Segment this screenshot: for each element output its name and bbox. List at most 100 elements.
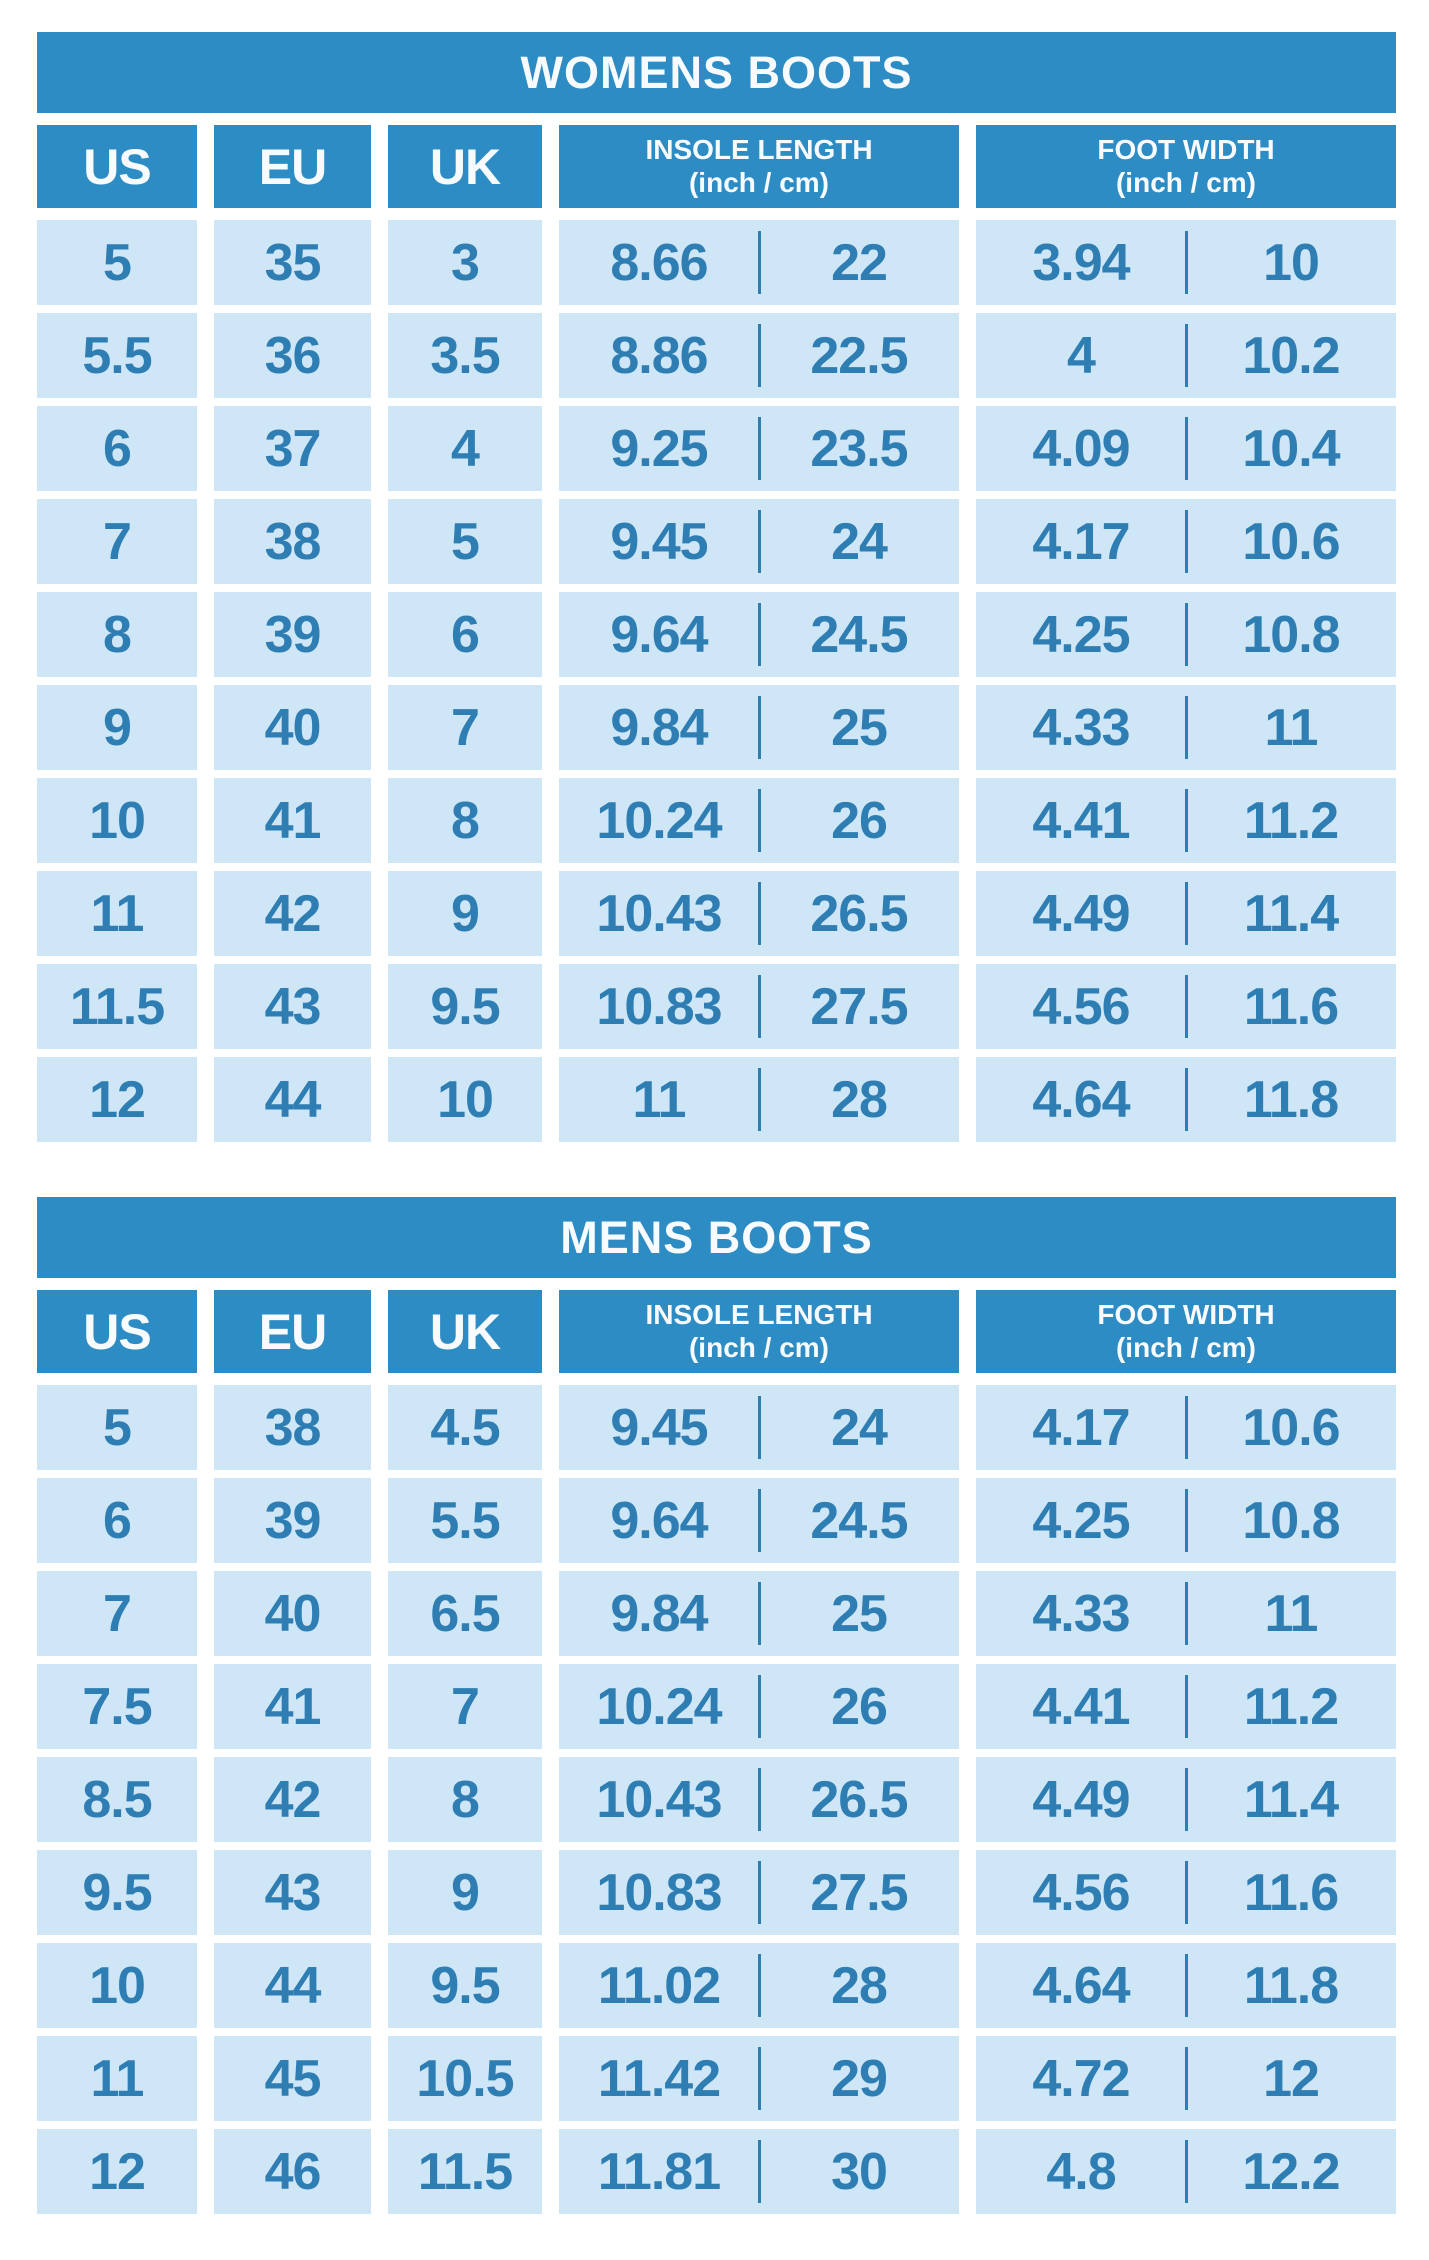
table-title: MENS BOOTS bbox=[560, 1211, 873, 1263]
uk-size-cell: 6 bbox=[388, 592, 542, 677]
insole-length-cell: 9.45 24 bbox=[559, 499, 959, 584]
foot-width-label: FOOT WIDTH bbox=[1097, 134, 1275, 166]
foot-width-cell: 4.49 11.4 bbox=[976, 871, 1396, 956]
foot-width-inch-value: 4.72 bbox=[1032, 2049, 1130, 2108]
eu-size-cell: 39 bbox=[214, 1478, 371, 1563]
insole-length-cell: 10.43 26.5 bbox=[559, 1757, 959, 1842]
insole-cm-value: 24.5 bbox=[810, 605, 908, 664]
foot-width-cell: 4.64 11.8 bbox=[976, 1057, 1396, 1142]
inch-cm-divider bbox=[1185, 789, 1188, 852]
inch-cm-divider bbox=[758, 1861, 761, 1924]
eu-size-cell: 40 bbox=[214, 685, 371, 770]
foot-width-cell: 4.25 10.8 bbox=[976, 592, 1396, 677]
insole-length-cell: 11.02 28 bbox=[559, 1943, 959, 2028]
us-size-cell: 6 bbox=[37, 406, 197, 491]
inch-cm-divider bbox=[758, 1068, 761, 1131]
us-size-cell: 10 bbox=[37, 778, 197, 863]
foot-width-inch-value: 4.49 bbox=[1032, 1770, 1130, 1829]
foot-width-cm-value: 10.8 bbox=[1242, 1491, 1340, 1550]
foot-width-cell: 4.41 11.2 bbox=[976, 778, 1396, 863]
insole-length-cell: 8.66 22 bbox=[559, 220, 959, 305]
inch-cm-divider bbox=[758, 1675, 761, 1738]
foot-width-cm-value: 11 bbox=[1264, 698, 1319, 757]
us-size-cell: 7 bbox=[37, 1571, 197, 1656]
inch-cm-divider bbox=[758, 789, 761, 852]
eu-size-cell: 37 bbox=[214, 406, 371, 491]
foot-width-inch-value: 4.17 bbox=[1032, 1398, 1130, 1457]
eu-size-cell: 46 bbox=[214, 2129, 371, 2214]
us-size-cell: 11.5 bbox=[37, 964, 197, 1049]
insole-inch-value: 11.02 bbox=[597, 1956, 721, 2015]
foot-width-cell: 4.17 10.6 bbox=[976, 499, 1396, 584]
inch-cm-divider bbox=[758, 1489, 761, 1552]
foot-width-cm-value: 12.2 bbox=[1242, 2142, 1340, 2201]
foot-width-cell: 4.09 10.4 bbox=[976, 406, 1396, 491]
insole-cm-value: 27.5 bbox=[810, 977, 908, 1036]
column-header-foot-width: FOOT WIDTH (inch / cm) bbox=[976, 125, 1396, 208]
womens-boots-table: WOMENS BOOTS US EU UK INSOLE LENGTH (inc… bbox=[37, 32, 1396, 1142]
inch-cm-divider bbox=[758, 417, 761, 480]
us-size-cell: 12 bbox=[37, 1057, 197, 1142]
foot-width-inch-value: 4.33 bbox=[1032, 1584, 1130, 1643]
inch-cm-divider bbox=[1185, 603, 1188, 666]
foot-width-cm-value: 12 bbox=[1263, 2049, 1320, 2108]
insole-length-cell: 10.83 27.5 bbox=[559, 1850, 959, 1935]
inch-cm-divider bbox=[1185, 882, 1188, 945]
insole-inch-value: 9.84 bbox=[610, 1584, 708, 1643]
column-header-insole-length: INSOLE LENGTH (inch / cm) bbox=[559, 1290, 959, 1373]
insole-length-cell: 9.64 24.5 bbox=[559, 1478, 959, 1563]
foot-width-cell: 4 10.2 bbox=[976, 313, 1396, 398]
foot-width-inch-value: 4.56 bbox=[1032, 1863, 1130, 1922]
us-size-cell: 12 bbox=[37, 2129, 197, 2214]
inch-cm-divider bbox=[1185, 1068, 1188, 1131]
us-size-cell: 11 bbox=[37, 871, 197, 956]
foot-width-unit: (inch / cm) bbox=[1115, 1331, 1256, 1363]
foot-width-cm-value: 10.6 bbox=[1242, 512, 1340, 571]
insole-inch-value: 9.45 bbox=[610, 512, 708, 571]
foot-width-label: FOOT WIDTH bbox=[1097, 1299, 1275, 1331]
foot-width-inch-value: 4.17 bbox=[1032, 512, 1130, 571]
us-size-cell: 5 bbox=[37, 220, 197, 305]
foot-width-cell: 4.72 12 bbox=[976, 2036, 1396, 2121]
inch-cm-divider bbox=[1185, 324, 1188, 387]
insole-cm-value: 29 bbox=[831, 2049, 888, 2108]
eu-size-cell: 42 bbox=[214, 1757, 371, 1842]
foot-width-cm-value: 10 bbox=[1263, 233, 1320, 292]
us-size-cell: 10 bbox=[37, 1943, 197, 2028]
insole-length-label: INSOLE LENGTH bbox=[645, 1299, 873, 1331]
inch-cm-divider bbox=[1185, 1954, 1188, 2017]
us-size-cell: 8.5 bbox=[37, 1757, 197, 1842]
table-title-banner: MENS BOOTS bbox=[37, 1197, 1396, 1278]
inch-cm-divider bbox=[758, 1396, 761, 1459]
inch-cm-divider bbox=[1185, 510, 1188, 573]
insole-length-cell: 9.84 25 bbox=[559, 685, 959, 770]
foot-width-cm-value: 11 bbox=[1264, 1584, 1319, 1643]
foot-width-cell: 4.17 10.6 bbox=[976, 1385, 1396, 1470]
column-header-insole-length: INSOLE LENGTH (inch / cm) bbox=[559, 125, 959, 208]
foot-width-inch-value: 4.56 bbox=[1032, 977, 1130, 1036]
inch-cm-divider bbox=[758, 2047, 761, 2110]
insole-length-cell: 10.83 27.5 bbox=[559, 964, 959, 1049]
eu-size-cell: 43 bbox=[214, 964, 371, 1049]
insole-length-cell: 10.43 26.5 bbox=[559, 871, 959, 956]
uk-size-cell: 8 bbox=[388, 1757, 542, 1842]
insole-cm-value: 26.5 bbox=[810, 1770, 908, 1829]
foot-width-cm-value: 11.8 bbox=[1243, 1070, 1339, 1129]
us-size-cell: 11 bbox=[37, 2036, 197, 2121]
uk-size-cell: 7 bbox=[388, 685, 542, 770]
eu-size-cell: 35 bbox=[214, 220, 371, 305]
foot-width-cell: 4.33 11 bbox=[976, 685, 1396, 770]
foot-width-cm-value: 11.6 bbox=[1243, 977, 1339, 1036]
uk-size-cell: 4.5 bbox=[388, 1385, 542, 1470]
inch-cm-divider bbox=[758, 510, 761, 573]
insole-inch-value: 11 bbox=[632, 1070, 687, 1129]
inch-cm-divider bbox=[758, 2140, 761, 2203]
table-body: 5 35 3 8.66 22 3.94 10 5.5 36 3.5 bbox=[37, 220, 1396, 1142]
insole-length-unit: (inch / cm) bbox=[688, 1331, 829, 1363]
inch-cm-divider bbox=[758, 882, 761, 945]
insole-cm-value: 26.5 bbox=[810, 884, 908, 943]
uk-size-cell: 11.5 bbox=[388, 2129, 542, 2214]
inch-cm-divider bbox=[758, 1954, 761, 2017]
uk-size-cell: 5 bbox=[388, 499, 542, 584]
eu-size-cell: 38 bbox=[214, 1385, 371, 1470]
